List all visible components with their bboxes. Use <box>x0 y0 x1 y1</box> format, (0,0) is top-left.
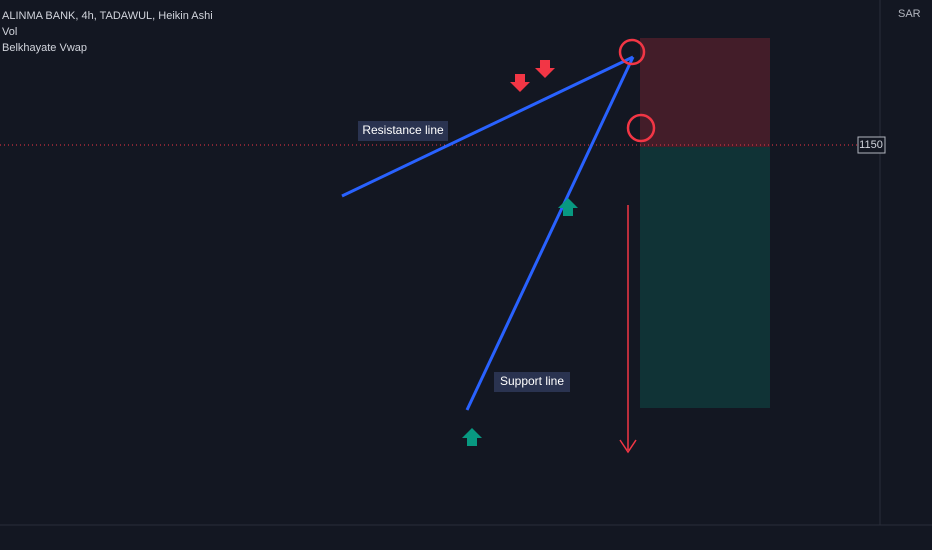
annotation-text: Resistance line <box>362 123 444 137</box>
target-zone <box>640 147 770 408</box>
highlight-circle <box>618 38 646 66</box>
down-arrow <box>535 60 555 78</box>
volume-badge-box <box>857 136 886 154</box>
resistance-trendline <box>341 55 634 198</box>
support-label: Support line <box>494 372 570 392</box>
indicator: Belkhayate Vwap <box>2 42 87 54</box>
volume-badge: 1150 <box>859 139 883 151</box>
label-box <box>358 121 448 141</box>
projection-arrowhead <box>619 439 637 454</box>
annotation-text: Support line <box>500 374 564 388</box>
up-arrow <box>462 428 482 446</box>
stop-zone <box>640 38 770 147</box>
label-box <box>494 372 570 392</box>
highlight-circle <box>626 113 656 143</box>
down-arrow <box>510 74 530 92</box>
indicator: Vol <box>2 26 17 38</box>
resistance-label: Resistance line <box>358 121 448 141</box>
up-arrow <box>558 198 578 216</box>
support-trendline <box>465 56 635 411</box>
price-axis <box>880 0 932 550</box>
currency: SAR <box>898 8 921 20</box>
symbol-title: ALINMA BANK, 4h, TADAWUL, Heikin Ashi <box>2 10 213 22</box>
